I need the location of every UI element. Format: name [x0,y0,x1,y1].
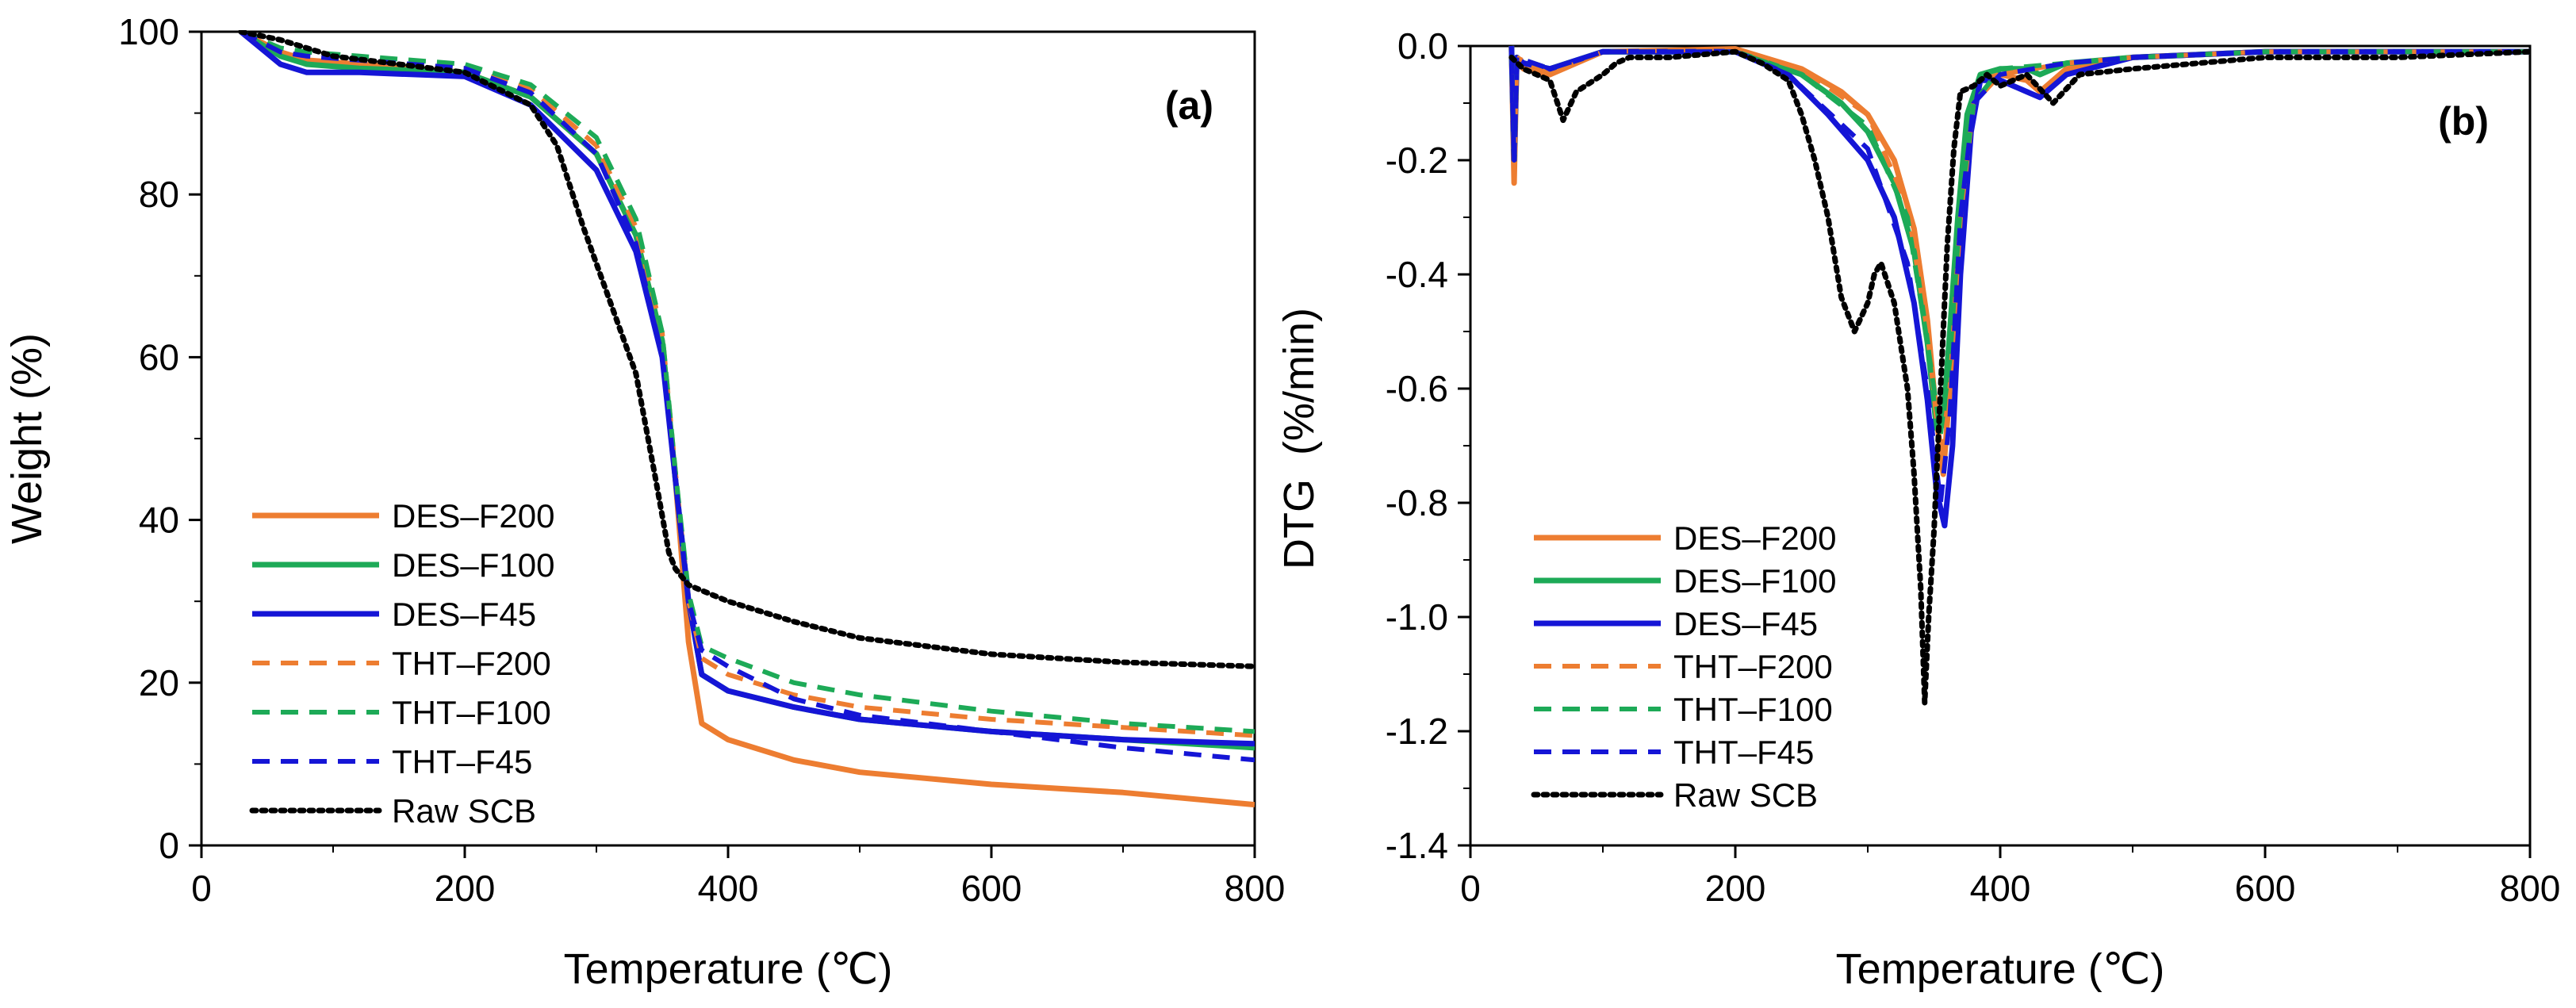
x-tick-label-a-0: 0 [191,868,212,909]
series-line-b-6 [1508,48,2530,706]
x-axis-title-a: Temperature (℃) [564,945,893,993]
legend-label-a-6: Raw SCB [392,792,536,830]
series-group-a [238,30,1255,808]
x-tick-label-b-3: 600 [2235,868,2296,909]
panel-label-a: (a) [1165,83,1213,128]
y-tick-label-b-0: 0.0 [1397,25,1448,67]
x-tick-label-b-2: 400 [1970,868,2031,909]
series-line-b-0 [1508,45,2530,477]
y-tick-label-a-5: 100 [118,11,179,52]
x-tick-label-b-4: 800 [2500,868,2561,909]
series-line-b-5 [1508,45,2530,505]
y-tick-label-a-4: 80 [139,174,179,215]
y-axis-title-a: Weight (%) [3,333,51,544]
chart-panel-a: 0 200 400 600 800 0 20 40 60 80 100 Temperature (℃)… [3,11,1285,993]
y-tick-label-b-7: -1.4 [1386,825,1448,866]
series-line-a-1 [239,30,1255,751]
series-group-b [1508,45,2530,706]
x-tick-label-b-0: 0 [1460,868,1481,909]
x-axis-title-b: Temperature (℃) [1836,945,2165,993]
legend-label-a-0: DES–F200 [392,497,554,535]
y-tick-label-a-0: 0 [159,825,179,866]
y-tick-label-b-2: -0.4 [1386,254,1448,295]
series-line-a-0 [240,30,1255,808]
y-tick-label-b-5: -1.0 [1386,596,1448,638]
legend-label-b-4: THT–F100 [1673,691,1833,728]
plot-frame-a [200,30,1256,847]
legend-label-b-2: DES–F45 [1673,605,1818,642]
series-line-b-2 [1508,45,2530,529]
plot-frame-b [1469,44,2532,847]
y-tick-label-a-1: 20 [139,662,179,703]
x-tick-label-a-2: 400 [698,868,759,909]
y-tick-label-b-6: -1.2 [1386,711,1448,752]
series-line-b-4 [1508,45,2530,437]
x-tick-label-b-1: 200 [1705,868,1766,909]
x-tick-label-a-3: 600 [961,868,1022,909]
series-line-b-1 [1508,45,2530,431]
series-line-a-4 [240,30,1255,734]
y-tick-label-b-1: -0.2 [1386,140,1448,181]
legend-label-b-5: THT–F45 [1673,734,1814,771]
y-tick-label-a-3: 60 [139,336,179,378]
series-line-a-6 [238,30,1255,669]
legend-label-b-6: Raw SCB [1673,776,1818,814]
legend-label-b-3: THT–F200 [1673,648,1833,685]
legend-label-a-5: THT–F45 [392,743,532,780]
y-tick-label-b-4: -0.8 [1386,482,1448,523]
chart-panel-b: 0 200 400 600 800 0.0 -0.2 -0.4 -0.6 -0.8 -1.0 -1.2… [1275,25,2560,993]
y-axis-title-b: DTG (%/min) [1275,308,1323,569]
legend-label-a-1: DES–F100 [392,546,554,584]
y-tick-label-a-2: 40 [139,500,179,541]
legend-label-a-2: DES–F45 [392,596,536,633]
panel-label-b: (b) [2438,99,2489,144]
y-tick-label-b-3: -0.6 [1386,368,1448,409]
legend-label-b-1: DES–F100 [1673,562,1836,600]
x-tick-label-a-1: 200 [435,868,496,909]
x-tick-label-a-4: 800 [1225,868,1286,909]
legend-label-a-3: THT–F200 [392,645,551,682]
legend-b: DES–F200 DES–F100 DES–F45 THT–F200 THT–F100 T… [1531,519,1836,814]
series-line-a-2 [239,30,1255,747]
series-line-b-3 [1508,45,2530,460]
legend-label-a-4: THT–F100 [392,694,551,731]
legend-label-b-0: DES–F200 [1673,519,1836,557]
legend-a: DES–F200 DES–F100 DES–F45 THT–F200 THT–F100 T… [249,497,554,830]
